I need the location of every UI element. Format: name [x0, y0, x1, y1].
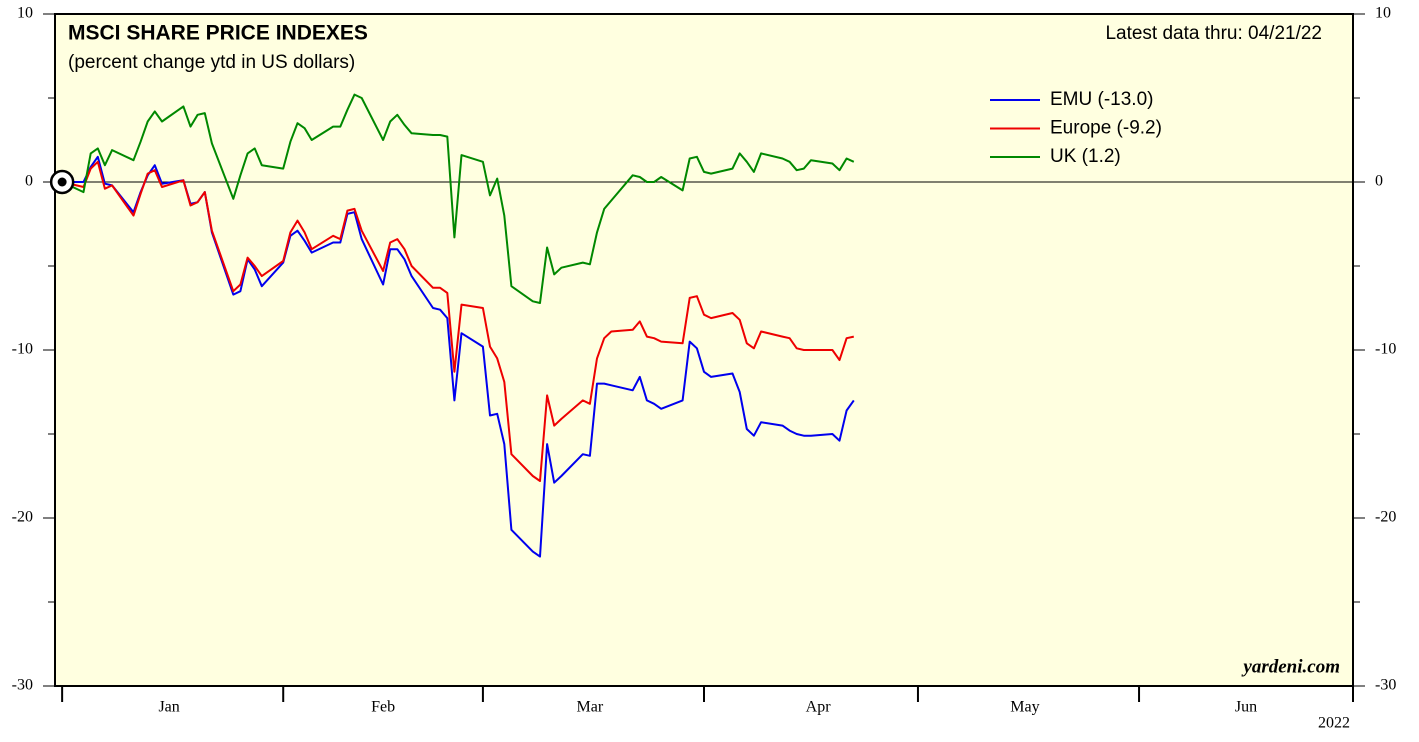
legend-label: UK (1.2): [1050, 146, 1121, 167]
series-line: [61, 93, 855, 304]
x-tick-label: May: [1010, 699, 1039, 716]
y-tick-label: 10: [17, 5, 33, 22]
chart-title: MSCI SHARE PRICE INDEXES: [68, 22, 368, 45]
y-tick-label: 0: [25, 173, 33, 190]
y2-tick-label: 10: [1375, 5, 1391, 22]
x-tick-label: Jun: [1235, 699, 1257, 716]
x-tick-label: Feb: [371, 699, 395, 716]
data-note: Latest data thru: 04/21/22: [1105, 23, 1322, 44]
start-marker-dot: [57, 177, 67, 187]
chart-subtitle: (percent change ytd in US dollars): [68, 52, 355, 73]
y-tick-label: -20: [12, 509, 33, 526]
x-tick-label: Jan: [158, 699, 179, 716]
plot-frame: [54, 13, 1354, 687]
x-tick-label: Apr: [806, 699, 832, 716]
legend-label: EMU (-13.0): [1050, 89, 1153, 110]
y-tick-label: -30: [12, 677, 33, 694]
y2-tick-label: -20: [1375, 509, 1396, 526]
y2-tick-label: 0: [1375, 173, 1383, 190]
plot-background: [55, 14, 1353, 686]
y2-tick-label: -10: [1375, 341, 1396, 358]
y2-tick-label: -30: [1375, 677, 1396, 694]
source: yardeni.com: [1241, 656, 1340, 677]
y-tick-label: -10: [12, 341, 33, 358]
x-tick-label: Mar: [577, 699, 604, 716]
legend-label: Europe (-9.2): [1050, 118, 1162, 139]
year-label: 2022: [1318, 715, 1350, 732]
series-line: [61, 160, 855, 482]
